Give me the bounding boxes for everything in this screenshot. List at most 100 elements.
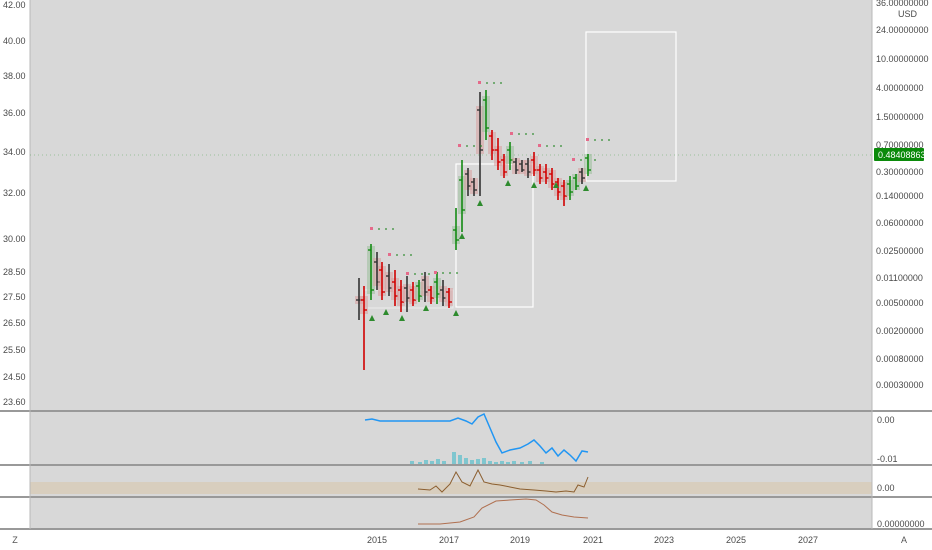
signal-marker — [586, 138, 589, 141]
signal-dot — [587, 159, 589, 161]
right-tick: 1.50000000 — [876, 112, 924, 122]
oscillator-tick: 0.00 — [877, 415, 895, 425]
price-pane[interactable] — [30, 0, 872, 410]
indicator-tick: 0.00 — [877, 483, 895, 493]
volume-bar — [494, 462, 498, 464]
signal-dot — [410, 254, 412, 256]
signal-dot — [403, 254, 405, 256]
volume-bar — [430, 461, 434, 464]
signal-marker — [510, 132, 513, 135]
time-tick: 2017 — [439, 535, 459, 545]
right-tick: 0.14000000 — [876, 191, 924, 201]
volume-bar — [464, 458, 468, 464]
buy-triangle — [383, 309, 389, 315]
volume-bar — [540, 462, 544, 464]
right-tick: 36.00000000 — [876, 0, 929, 8]
signal-dot — [493, 82, 495, 84]
buy-triangle — [583, 185, 589, 191]
right-tick: 0.00080000 — [876, 354, 924, 364]
left-tick: 27.50 — [3, 292, 26, 302]
left-tick: 30.00 — [3, 234, 26, 244]
buy-triangle — [423, 305, 429, 311]
left-tick: 24.50 — [3, 372, 26, 382]
volume-bar — [458, 455, 462, 464]
volume-bar — [512, 461, 516, 464]
signal-dot — [580, 159, 582, 161]
buy-triangle — [459, 233, 465, 239]
signal-marker — [572, 158, 575, 161]
last-price-badge[interactable]: 0.48408863 — [874, 148, 926, 161]
time-tick: 2015 — [367, 535, 387, 545]
signal-dot — [473, 145, 475, 147]
signal-dot — [500, 82, 502, 84]
left-tick: 32.00 — [3, 188, 26, 198]
indicator-tick: 0.00000000 — [877, 519, 925, 529]
volume-bar — [410, 461, 414, 464]
oscillator-tick: -0.01 — [877, 454, 898, 464]
buy-triangle — [399, 315, 405, 321]
volume-bar — [482, 458, 486, 464]
signal-dot — [428, 273, 430, 275]
right-price-axis[interactable]: 36.00000000 USD 24.00000000 10.00000000 … — [876, 0, 929, 390]
indicator-line-3 — [417, 468, 589, 493]
time-tick: 2025 — [726, 535, 746, 545]
volume-bar — [528, 461, 532, 464]
signal-dot — [466, 145, 468, 147]
time-tick: 2027 — [798, 535, 818, 545]
volume-bar — [476, 459, 480, 464]
signal-marker — [388, 253, 391, 256]
right-tick: 0.30000000 — [876, 167, 924, 177]
indicator-pane-4[interactable] — [30, 498, 872, 528]
indicator-line-4 — [418, 498, 589, 525]
signal-dot — [480, 145, 482, 147]
right-tick: 4.00000000 — [876, 83, 924, 93]
signal-dot — [594, 159, 596, 161]
zoom-reset-button[interactable]: Z — [12, 535, 18, 545]
signal-dot — [486, 82, 488, 84]
band-fill — [30, 482, 872, 494]
right-tick: 0.02500000 — [876, 246, 924, 256]
oscillator-pane[interactable] — [30, 412, 872, 464]
volume-bar — [488, 461, 492, 464]
buy-triangle — [505, 180, 511, 186]
right-tick: 0.70000000 — [876, 140, 924, 150]
signal-dot — [396, 254, 398, 256]
left-tick: 26.50 — [3, 318, 26, 328]
signal-dot — [560, 145, 562, 147]
left-tick: 38.00 — [3, 71, 26, 81]
signal-dot — [378, 228, 380, 230]
left-tick: 42.00 — [3, 0, 26, 10]
left-tick: 28.50 — [3, 267, 26, 277]
volume-bar — [470, 460, 474, 464]
price-badge-value: 0.48408863 — [878, 150, 926, 160]
signal-dot — [442, 272, 444, 274]
right-tick: 0.00500000 — [876, 298, 924, 308]
signal-dot — [456, 272, 458, 274]
signal-dot — [608, 139, 610, 141]
buy-triangle — [553, 182, 559, 188]
right-tick: 10.00000000 — [876, 54, 929, 64]
signal-dot — [414, 273, 416, 275]
volume-bar — [520, 462, 524, 464]
buy-triangle — [477, 200, 483, 206]
left-tick: 25.50 — [3, 345, 26, 355]
signal-dot — [553, 145, 555, 147]
signal-dot — [594, 139, 596, 141]
signal-marker — [434, 271, 437, 274]
signal-marker — [478, 81, 481, 84]
left-tick: 40.00 — [3, 36, 26, 46]
signal-dots — [369, 81, 610, 321]
volume-bar — [418, 462, 422, 464]
auto-scale-button[interactable]: A — [901, 535, 907, 545]
right-tick: 0.01100000 — [876, 273, 923, 283]
drawn-rectangle[interactable] — [585, 31, 677, 182]
left-price-axis[interactable]: 42.00 40.00 38.00 36.00 34.00 32.00 30.0… — [3, 0, 26, 407]
time-axis[interactable]: 2015 2017 2019 2021 2023 2025 2027 — [367, 535, 818, 545]
signal-dot — [449, 272, 451, 274]
volume-bar — [436, 459, 440, 464]
buy-triangle — [369, 315, 375, 321]
signal-dot — [518, 133, 520, 135]
buy-triangle — [531, 182, 537, 188]
signal-dot — [525, 133, 527, 135]
